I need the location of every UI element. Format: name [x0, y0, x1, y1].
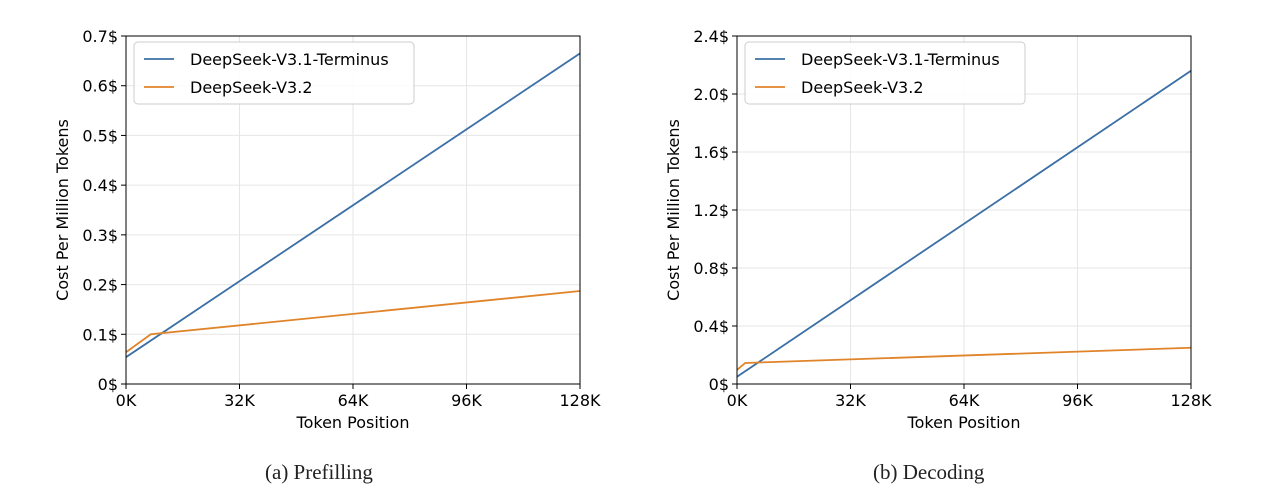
y-tick-label: 0.7$ [82, 27, 118, 46]
y-tick-label: 0.8$ [693, 259, 729, 278]
legend-entry: DeepSeek-V3.1-Terminus [190, 50, 389, 69]
x-tick-label: 128K [1170, 391, 1212, 410]
y-tick-label: 1.2$ [693, 201, 729, 220]
y-tick-label: 0$ [98, 375, 118, 394]
y-tick-label: 0.4$ [693, 317, 729, 336]
y-tick-label: 1.6$ [693, 143, 729, 162]
legend-box [133, 41, 415, 105]
y-tick-label: 0.3$ [82, 226, 118, 245]
y-axis-label: Cost Per Million Tokens [53, 119, 72, 301]
y-tick-label: 2.0$ [693, 85, 729, 104]
x-tick-label: 96K [1062, 391, 1093, 410]
chart-1: 0K 32K 64K 96K 128K 0$ 0.4$ 0.8$ 1.2$ 1.6$ 2.0$ 2.4… [664, 27, 1212, 432]
series-line-0 [125, 52, 581, 358]
legend-entry: DeepSeek-V3.1-Terminus [801, 50, 1000, 69]
series-line-0 [736, 70, 1192, 378]
y-tick-label: 0.6$ [82, 77, 118, 96]
legend-box [744, 41, 1026, 105]
x-tick-label: 64K [338, 391, 369, 410]
x-axis-label: Token Position [907, 413, 1021, 432]
series-line-1 [736, 346, 1192, 371]
caption-decoding: (b) Decoding [873, 460, 985, 484]
x-tick-label: 128K [559, 391, 601, 410]
y-tick-label: 0.1$ [82, 325, 118, 344]
y-axis-label: Cost Per Million Tokens [664, 119, 683, 301]
x-tick-label: 96K [451, 391, 482, 410]
y-tick-label: 0.2$ [82, 276, 118, 295]
x-tick-label: 32K [835, 391, 866, 410]
x-tick-label: 64K [949, 391, 980, 410]
legend: DeepSeek-V3.1-Terminus DeepSeek-V3.2 [744, 41, 1026, 105]
x-axis-label: Token Position [296, 413, 410, 432]
y-tick-label: 2.4$ [693, 27, 729, 46]
x-tick-label: 32K [224, 391, 255, 410]
plot-frame [736, 35, 1192, 385]
legend-entry: DeepSeek-V3.2 [801, 78, 924, 97]
series-line-1 [125, 290, 581, 353]
x-tick-label: 0K [116, 391, 137, 410]
legend-entry: DeepSeek-V3.2 [190, 78, 313, 97]
x-tick-label: 0K [727, 391, 748, 410]
plot-frame [125, 35, 581, 385]
y-tick-label: 0.4$ [82, 176, 118, 195]
y-tick-label: 0$ [709, 375, 729, 394]
chart-0: 0K 32K 64K 96K 128K 0$ 0.1$ 0.2$ 0.3$ 0.4$ 0.5$ 0.6… [53, 27, 601, 432]
y-tick-label: 0.5$ [82, 126, 118, 145]
caption-prefilling: (a) Prefilling [265, 460, 373, 484]
legend: DeepSeek-V3.1-Terminus DeepSeek-V3.2 [133, 41, 415, 105]
